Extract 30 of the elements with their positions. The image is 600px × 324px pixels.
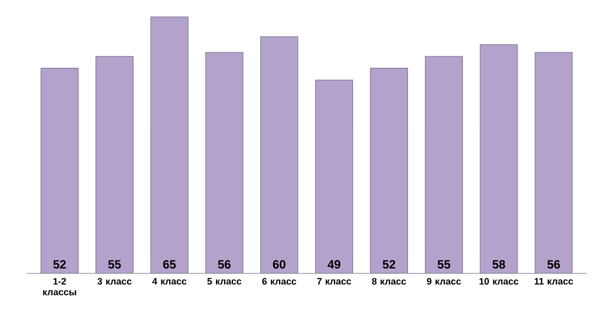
x-tick-label: 9 класс: [426, 278, 461, 285]
x-tick-label: 11 класс: [534, 278, 574, 285]
x-tick-label: 7 класс: [317, 278, 352, 285]
bar: [40, 68, 79, 274]
data-label: 52: [382, 260, 396, 269]
data-label: 56: [218, 260, 231, 269]
data-label: 56: [547, 260, 560, 269]
x-tick-label: 6 класс: [262, 278, 296, 285]
bar: [534, 52, 573, 274]
data-label: 65: [163, 260, 176, 269]
bar: [260, 36, 298, 274]
data-label: 49: [328, 260, 340, 269]
data-label: 52: [53, 260, 66, 269]
x-tick-label: 3 класс: [97, 278, 132, 285]
x-tick-label: 4 класс: [152, 278, 186, 285]
data-label: 58: [492, 260, 506, 269]
bar: [205, 52, 244, 274]
bar: [150, 16, 188, 274]
bar: [370, 68, 408, 274]
bar: [424, 56, 463, 274]
x-tick-label: 1-2 классы: [43, 278, 76, 296]
x-tick-label: 10 класс: [480, 278, 518, 285]
bar: [96, 56, 134, 274]
x-tick-label: 8 класс: [372, 278, 406, 285]
bar: [315, 80, 354, 274]
data-label: 60: [272, 260, 286, 269]
data-label: 55: [438, 260, 450, 269]
x-tick-label: 5 класс: [207, 278, 242, 285]
bar: [480, 44, 518, 274]
data-label: 55: [108, 260, 121, 269]
